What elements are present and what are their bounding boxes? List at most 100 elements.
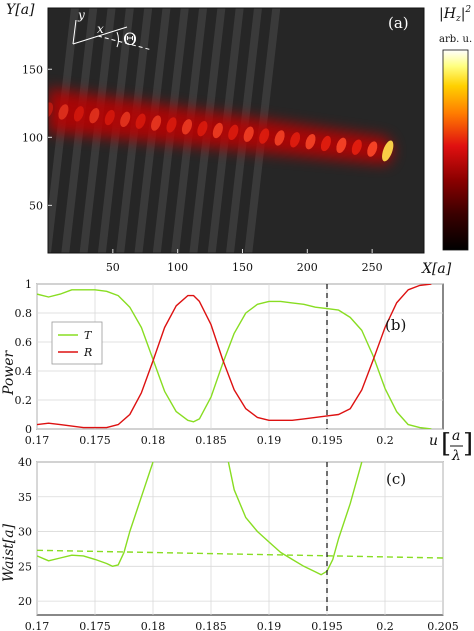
beam-hotspot <box>367 141 378 157</box>
beam-hotspot <box>181 119 193 135</box>
panel-c: 0.17 0.175 0.18 0.185 0.19 0.195 0.2 0.205 20 25 3… <box>1 456 459 631</box>
colorbar <box>442 49 469 251</box>
panel-a: (a) y x Θ 50 100 150 200 250 50 100 150 Y[a] X[… <box>6 2 472 277</box>
beam-hotspot <box>48 102 54 118</box>
y-axis-label-b: Power <box>1 349 17 396</box>
beam-hotspot <box>166 117 177 133</box>
y-axis-label-a: Y[a] <box>6 2 35 18</box>
x-tick-label: 0.195 <box>311 620 343 631</box>
y-tick-label: 25 <box>18 560 32 573</box>
legend-label-t: T <box>84 329 93 342</box>
x-tick-label: 0.18 <box>141 434 166 447</box>
beam-hotspot <box>382 140 394 162</box>
x-tick-label: 0.185 <box>195 620 227 631</box>
series-line-r <box>37 284 432 429</box>
inset-x-axis <box>72 26 128 45</box>
beam-hotspot <box>135 113 146 129</box>
y-tick-label: 0.6 <box>15 336 33 349</box>
x-axis-frac-den-b: λ <box>451 448 461 464</box>
y-tick-label: 20 <box>18 595 32 608</box>
x-tick-label: 0.2 <box>376 434 394 447</box>
x-tick-label: 0.175 <box>79 434 111 447</box>
beam-layer <box>48 88 394 165</box>
beam-hotspot <box>305 133 316 150</box>
x-axis-label-b: u [ a λ ] <box>429 428 473 464</box>
y-tick-label: 35 <box>18 491 32 504</box>
x-tick-label-a: 100 <box>167 261 188 274</box>
y-tick-label: 0.8 <box>15 307 33 320</box>
x-tick-label: 0.18 <box>141 620 166 631</box>
x-tick-label: 0.175 <box>79 620 111 631</box>
x-tick-label: 0.205 <box>427 620 459 631</box>
axis-c: 0.17 0.175 0.18 0.185 0.19 0.195 0.2 0.205 20 25 3… <box>18 456 459 631</box>
series-line-2 <box>37 549 443 559</box>
x-tick-label: 0.17 <box>25 434 50 447</box>
axis-b: 0.17 0.175 0.18 0.185 0.19 0.195 0.2 0 0.2 0.4 0.6… <box>15 278 394 447</box>
colorbar-title: |Hz|2 arb. u. <box>439 5 472 45</box>
plot-area-c <box>36 461 444 616</box>
beam-hotspot <box>104 109 115 126</box>
x-tick-label-a: 250 <box>362 261 383 274</box>
beam-hotspot <box>228 124 239 141</box>
beam-hotspot <box>212 122 223 139</box>
series-line-t <box>37 289 432 429</box>
inset-angle-arc <box>116 31 119 48</box>
beam-hotspot <box>89 107 100 124</box>
panel-c-label: (c) <box>386 470 406 488</box>
y-tick-label-a: 50 <box>29 199 43 212</box>
inset-x-label: x <box>97 22 104 36</box>
x-tick-label-a: 200 <box>297 261 318 274</box>
plot-area-b <box>36 283 444 430</box>
x-axis-var-b: u <box>429 433 438 449</box>
x-axis-label-a: X[a] <box>421 261 452 277</box>
y-tick-label: 30 <box>18 526 32 539</box>
inset-ref-line <box>97 35 153 51</box>
x-axis-frac-num-b: a <box>452 428 460 444</box>
beam-hotspot <box>73 106 84 122</box>
x-tick-label: 0.19 <box>257 620 282 631</box>
colorbar-unit: arb. u. <box>439 34 472 45</box>
x-tick-label: 0.17 <box>25 620 50 631</box>
x-tick-label: 0.185 <box>195 434 227 447</box>
x-tick-label: 0.195 <box>311 434 343 447</box>
beam-hotspots <box>48 102 394 162</box>
x-tick-label: 0.2 <box>376 620 394 631</box>
beam-hotspot <box>58 104 69 120</box>
beam-hotspot <box>120 111 131 128</box>
inset-y-label: y <box>77 8 85 22</box>
x-tick-label-a: 150 <box>232 261 253 274</box>
y-tick-label: 40 <box>18 456 32 469</box>
series-c <box>37 462 443 576</box>
beam-hotspot <box>243 126 254 142</box>
colorbar-title-text: |Hz|2 <box>439 5 471 24</box>
legend-box-b <box>51 321 103 365</box>
legend-label-r: R <box>83 346 92 359</box>
x-axis-bracket-close-b: ] <box>463 429 473 459</box>
x-tick-label-a: 50 <box>106 261 120 274</box>
x-tick-label: 0.19 <box>257 434 282 447</box>
y-tick-label-a: 150 <box>22 63 43 76</box>
series-line-0 <box>37 462 154 567</box>
y-tick-label: 0 <box>25 423 32 436</box>
beam-hotspot <box>290 132 301 148</box>
grid-c <box>36 461 444 615</box>
panel-b-label: (b) <box>385 316 406 334</box>
inset-axes <box>72 19 153 51</box>
beam-hotspot <box>320 135 331 152</box>
axis-a: 50 100 150 200 250 50 100 150 <box>22 63 383 274</box>
grid-b <box>36 283 443 430</box>
x-axis-bracket-open-b: [ <box>441 429 451 459</box>
panel-a-label: (a) <box>388 14 409 32</box>
y-axis-label-c: Waist[a] <box>1 523 17 582</box>
beam-hotspot <box>151 115 162 131</box>
beam-hotspot <box>351 139 362 155</box>
y-tick-label: 0.2 <box>15 394 33 407</box>
beam-hotspot <box>197 120 208 137</box>
panel-b: 0.17 0.175 0.18 0.185 0.19 0.195 0.2 0 0.2 0.4 0.6… <box>1 278 473 464</box>
legend-b: T R <box>51 321 103 365</box>
inset-angle-label: Θ <box>123 30 137 50</box>
beam-hotspot <box>259 128 270 144</box>
y-tick-label-a: 100 <box>22 131 43 144</box>
y-tick-label: 0.4 <box>15 365 33 378</box>
